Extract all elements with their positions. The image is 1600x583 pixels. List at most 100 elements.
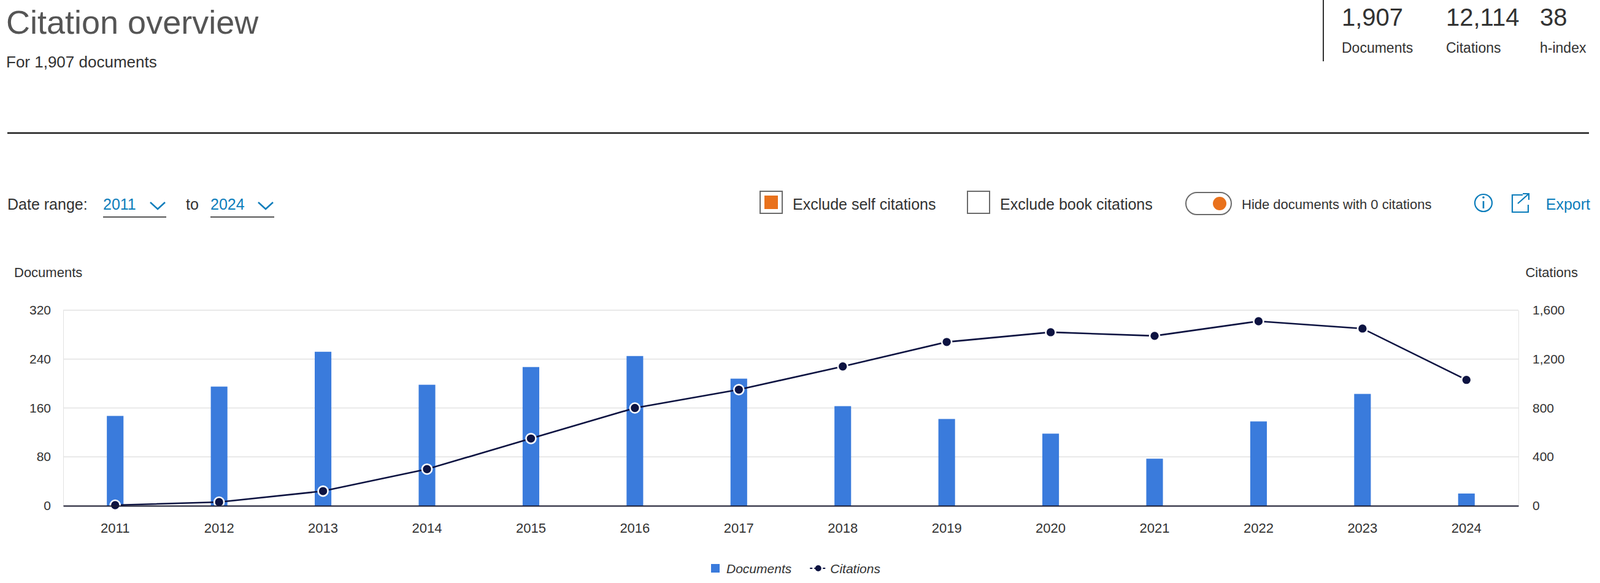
- legend-item[interactable]: Citations: [809, 561, 881, 577]
- marker: [941, 337, 952, 348]
- info-dot: [1482, 196, 1485, 199]
- checkbox-label[interactable]: Exclude book citations: [1000, 195, 1153, 213]
- marker: [1461, 375, 1472, 386]
- x-tick-label: 2020: [1035, 520, 1066, 537]
- y2-axis-line: [1518, 311, 1520, 507]
- checkbox-label[interactable]: Exclude self citations: [792, 195, 936, 213]
- bar: [626, 356, 643, 507]
- marker: [318, 486, 329, 497]
- y2-tick-label: 800: [1532, 401, 1554, 416]
- legend-label[interactable]: Citations: [830, 561, 881, 577]
- subtitle: For 1,907 documents: [6, 52, 158, 72]
- toggle-track[interactable]: [1185, 192, 1232, 215]
- bar: [834, 406, 851, 507]
- y2-tick: 1,600: [1518, 303, 1566, 318]
- bar: [730, 379, 748, 507]
- stat-value: 1,907: [1341, 3, 1404, 31]
- bar: [314, 352, 332, 507]
- bar: [1353, 394, 1371, 507]
- dropdown-value[interactable]: 2011: [103, 195, 137, 213]
- chevron: [258, 202, 274, 210]
- dropdown-underline: [210, 216, 275, 218]
- to-label: to: [185, 195, 199, 213]
- x-tick: 2023: [1347, 506, 1378, 537]
- grid-line: [63, 358, 1519, 361]
- export-label[interactable]: Export: [1546, 195, 1591, 213]
- grid-line: [63, 407, 1519, 410]
- y2-tick: 1,200: [1518, 352, 1566, 367]
- divider: [1322, 0, 1324, 62]
- x-tick-label: 2011: [100, 520, 130, 537]
- legend-marker: [815, 565, 822, 572]
- x-tick: 2013: [307, 506, 339, 537]
- legend: Documents Citations: [711, 561, 881, 577]
- grid-line: [63, 457, 1519, 459]
- title: Citation overview: [6, 3, 259, 41]
- checkbox[interactable]: Exclude self citations: [760, 191, 936, 214]
- bar: [1458, 493, 1475, 507]
- marker: [838, 361, 848, 372]
- dropdown[interactable]: 2011: [103, 195, 167, 218]
- stat-value: 12,114: [1446, 3, 1520, 31]
- x-tick: 2015: [515, 506, 547, 537]
- legend-label[interactable]: Documents: [726, 561, 793, 577]
- x-tick-label: 2024: [1451, 520, 1482, 537]
- line: [115, 321, 1467, 506]
- toggle-knob: [1212, 196, 1227, 211]
- x-tick: 2021: [1139, 506, 1170, 537]
- y2-axis: 0 400 800 1,200 1,600: [1518, 303, 1566, 513]
- dropdown[interactable]: 2024: [210, 195, 275, 218]
- y2-axis-title: Citations: [1525, 265, 1578, 281]
- y-tick: 240: [29, 352, 64, 367]
- export-icon[interactable]: [1512, 193, 1529, 213]
- x-tick: 2022: [1243, 506, 1274, 537]
- x-tick-label: 2013: [307, 520, 339, 537]
- header: Citation overview For 1,907 documents 1,90…: [6, 0, 1589, 134]
- x-axis: 2011 2012 2013 2014 2015 2016 2017 2018 2019 2020…: [63, 506, 1520, 537]
- x-tick: 2012: [204, 506, 235, 537]
- x-tick-label: 2023: [1347, 520, 1378, 537]
- x-tick-label: 2016: [619, 520, 650, 537]
- checkbox-box[interactable]: [760, 191, 783, 214]
- y-tick-label: 320: [29, 303, 51, 318]
- y-tick: 160: [29, 401, 64, 416]
- marker: [1357, 323, 1368, 334]
- grid-line: [63, 309, 1519, 312]
- checkbox-box[interactable]: [967, 191, 990, 214]
- x-tick: 2011: [100, 506, 130, 537]
- x-tick-label: 2021: [1139, 520, 1170, 537]
- legend-item[interactable]: Documents: [711, 561, 793, 577]
- y2-tick-label: 0: [1532, 498, 1540, 513]
- toggle-label[interactable]: Hide documents with 0 citations: [1241, 196, 1432, 213]
- x-tick-label: 2015: [515, 520, 547, 537]
- x-tick: 2019: [931, 506, 962, 537]
- y-tick: 80: [36, 449, 64, 464]
- toggle[interactable]: Hide documents with 0 citations: [1185, 192, 1432, 215]
- x-tick-label: 2018: [827, 520, 858, 537]
- x-tick-label: 2017: [723, 520, 754, 537]
- dropdown-value[interactable]: 2024: [210, 195, 245, 213]
- grid: [63, 310, 1519, 507]
- x-tick-label: 2022: [1243, 520, 1274, 537]
- x-tick: 2014: [412, 506, 443, 537]
- y2-tick-label: 1,600: [1532, 303, 1566, 318]
- y-tick: 0: [43, 498, 64, 513]
- x-tick-label: 2014: [412, 520, 443, 537]
- y2-tick: 400: [1518, 449, 1554, 464]
- x-tick: 2018: [827, 506, 858, 537]
- bar: [211, 387, 228, 507]
- info-circle[interactable]: [1474, 194, 1493, 212]
- marker: [630, 403, 640, 414]
- info-icon[interactable]: [1474, 194, 1493, 212]
- marker: [733, 385, 744, 396]
- y2-tick: 800: [1518, 401, 1554, 416]
- marker: [422, 464, 432, 475]
- y-axis-title: Documents: [14, 265, 83, 281]
- export[interactable]: Export: [1512, 193, 1591, 213]
- checkbox[interactable]: Exclude book citations: [967, 191, 1153, 214]
- bar: [938, 419, 956, 507]
- y-axis: 0 80 160 240 320: [29, 303, 64, 513]
- y2-tick-label: 1,200: [1532, 352, 1566, 367]
- marker: [110, 500, 121, 511]
- page: Citation overview For 1,907 documents 1,90…: [0, 0, 1600, 583]
